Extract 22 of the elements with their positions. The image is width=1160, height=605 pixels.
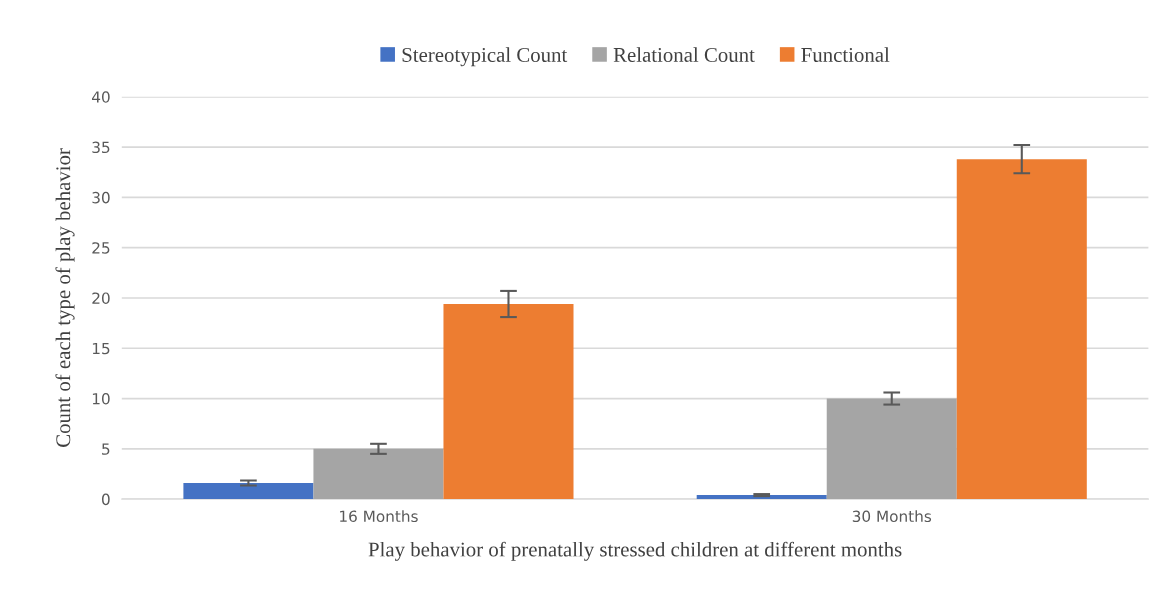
bar (183, 483, 314, 500)
y-tick-label: 35 (92, 141, 110, 154)
y-tick-label: 30 (92, 191, 110, 204)
bar (956, 159, 1087, 500)
bar (443, 304, 574, 500)
x-axis-title: Play behavior of prenatally stressed children at different months (368, 541, 902, 561)
legend-label: Stereotypical Count (402, 47, 568, 67)
y-tick-label: 0 (101, 493, 110, 506)
y-tick-label: 10 (92, 393, 110, 405)
bar (826, 398, 957, 500)
y-tick-label: 20 (92, 292, 110, 304)
y-axis-title: Count of each type of play behavior (55, 148, 75, 447)
legend-label: Relational Count (613, 47, 755, 62)
x-tick-label: 16 Months (340, 510, 418, 523)
bar (696, 495, 827, 500)
y-tick-label: 15 (92, 342, 110, 355)
y-tick-label: 40 (92, 91, 110, 103)
y-tick-label: 5 (102, 443, 110, 455)
x-tick-label: 30 Months (852, 510, 932, 523)
bar (313, 448, 444, 500)
y-tick-label: 25 (92, 242, 110, 254)
legend-label: Functional (801, 47, 890, 62)
